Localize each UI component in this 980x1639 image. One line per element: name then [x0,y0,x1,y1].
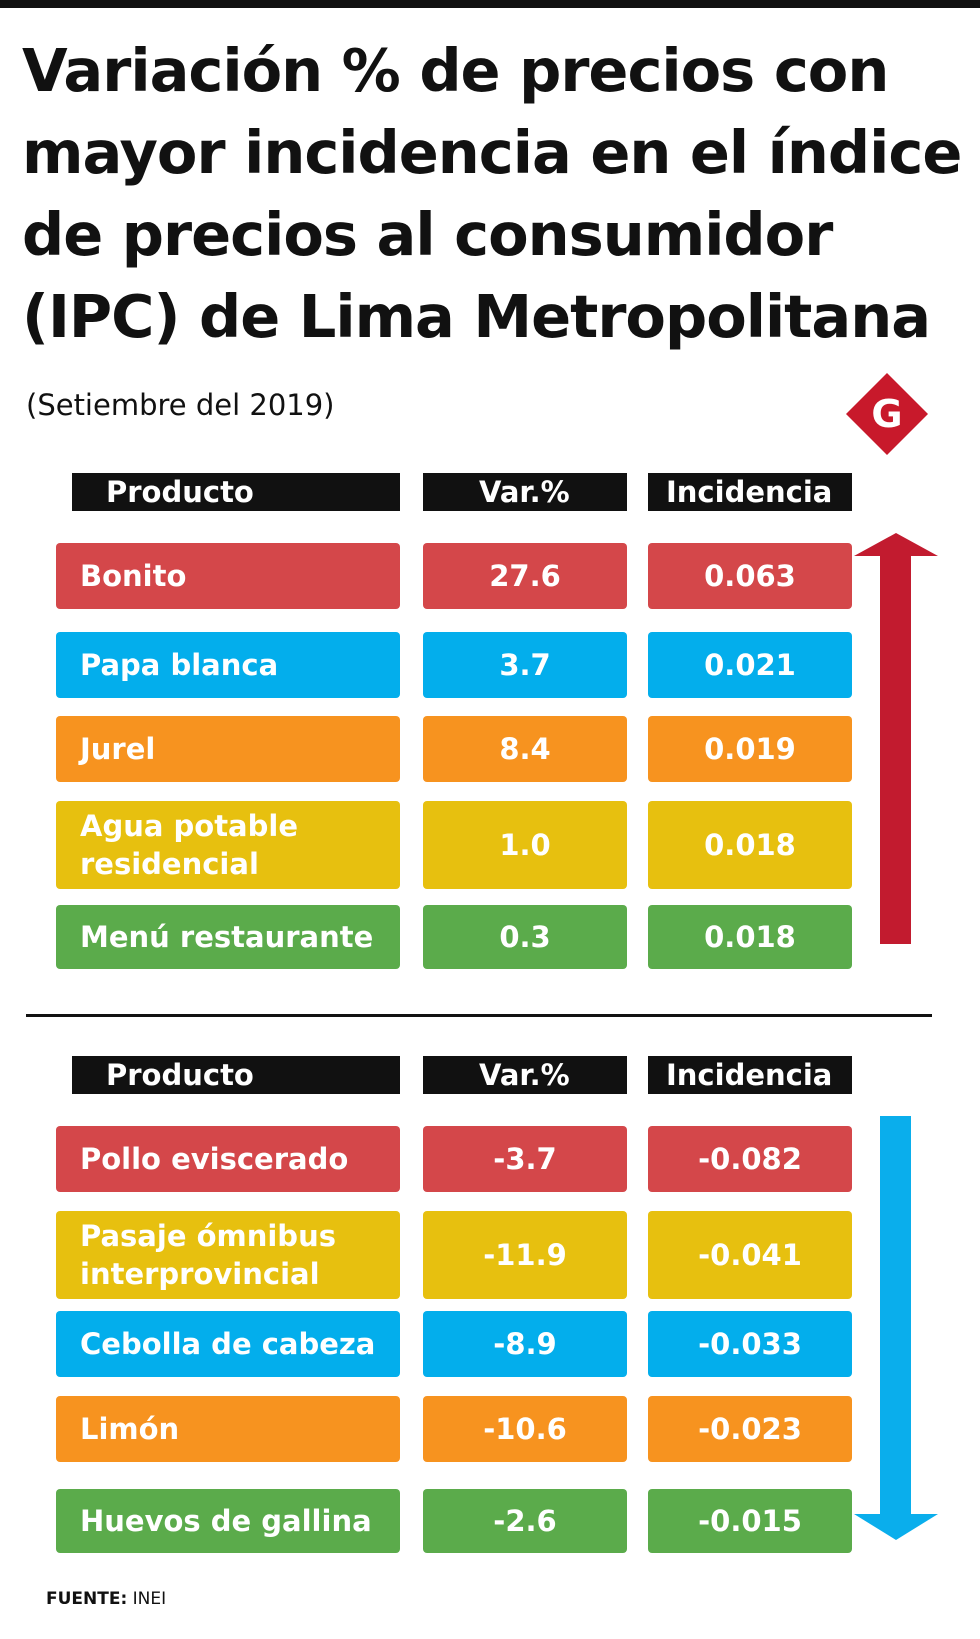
variation-cell: 3.7 [423,632,627,698]
column-header: Var.% [423,1056,627,1094]
product-cell: Menú restaurante [56,905,400,969]
title-line: mayor incidencia en el índice [22,118,962,187]
column-header: Producto [72,1056,400,1094]
incidence-cell: 0.019 [648,716,852,782]
variation-cell: -2.6 [423,1489,627,1553]
incidence-cell: 0.063 [648,543,852,609]
variation-cell: 8.4 [423,716,627,782]
product-cell: Bonito [56,543,400,609]
product-cell: Pollo eviscerado [56,1126,400,1192]
section-divider [26,1014,932,1017]
subtitle: (Setiembre del 2019) [26,388,335,422]
title-line: de precios al consumidor [22,200,833,269]
incidence-cell: -0.015 [648,1489,852,1553]
variation-cell: -8.9 [423,1311,627,1377]
incidence-cell: 0.021 [648,632,852,698]
title-line: (IPC) de Lima Metropolitana [22,282,931,351]
variation-cell: -11.9 [423,1211,627,1299]
variation-cell: 0.3 [423,905,627,969]
arrow-down-icon [854,1116,938,1540]
incidence-cell: 0.018 [648,905,852,969]
variation-cell: -3.7 [423,1126,627,1192]
column-header: Var.% [423,473,627,511]
product-cell: Limón [56,1396,400,1462]
product-cell: Papa blanca [56,632,400,698]
product-cell: Cebolla de cabeza [56,1311,400,1377]
title-line: Variación % de precios con [22,36,889,105]
arrow-up-icon [854,533,938,944]
product-cell: Agua potable residencial [56,801,400,889]
product-cell: Pasaje ómnibus interprovincial [56,1211,400,1299]
incidence-cell: -0.041 [648,1211,852,1299]
top-rule [0,0,980,8]
source-note: FUENTE: INEI [46,1589,166,1609]
incidence-cell: -0.023 [648,1396,852,1462]
incidence-cell: -0.082 [648,1126,852,1192]
page-title: Variación % de precios con mayor inciden… [22,30,962,358]
product-cell: Jurel [56,716,400,782]
incidence-cell: 0.018 [648,801,852,889]
source-value: INEI [132,1589,167,1609]
variation-cell: -10.6 [423,1396,627,1462]
source-label: FUENTE: [46,1589,128,1609]
variation-cell: 27.6 [423,543,627,609]
logo-letter: G [871,392,903,436]
incidence-cell: -0.033 [648,1311,852,1377]
column-header: Producto [72,473,400,511]
variation-cell: 1.0 [423,801,627,889]
column-header: Incidencia [648,473,852,511]
column-header: Incidencia [648,1056,852,1094]
product-cell: Huevos de gallina [56,1489,400,1553]
